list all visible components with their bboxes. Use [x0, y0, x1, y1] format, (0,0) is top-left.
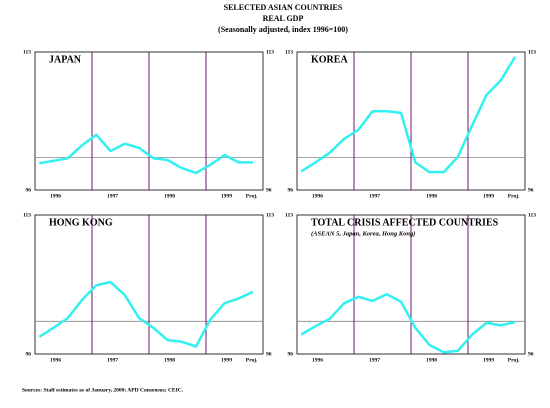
- panel-title: HONG KONG: [49, 217, 113, 228]
- projection-label: Proj.: [246, 193, 258, 199]
- x-tick-label: 1996: [50, 193, 61, 199]
- x-tick-label: 1999: [483, 357, 494, 363]
- y-tick-label: 96: [528, 187, 534, 193]
- source-note: Sources: Staff estimates as of January, …: [22, 387, 184, 393]
- y-tick-label: 96: [288, 351, 294, 357]
- y-tick-label: 96: [26, 187, 32, 193]
- panel-title: KOREA: [311, 54, 348, 65]
- y-tick-label: 96: [266, 351, 272, 357]
- series-line: [300, 293, 516, 354]
- panel-subtitle: (ASEAN 5, Japan, Korea, Hong Kong): [311, 230, 415, 237]
- y-tick-label: 96: [528, 351, 534, 357]
- x-tick-label: 1999: [221, 357, 232, 363]
- x-tick-label: 1998: [426, 357, 437, 363]
- x-tick-label: 1998: [164, 193, 175, 199]
- x-tick-label: 1996: [312, 193, 323, 199]
- x-tick-label: 1998: [426, 193, 437, 199]
- y-tick-label: 113: [23, 49, 31, 55]
- x-tick-label: 1999: [221, 193, 232, 199]
- y-tick-label: 113: [23, 212, 31, 218]
- x-tick-label: 1996: [50, 357, 61, 363]
- y-tick-label: 113: [266, 49, 274, 55]
- series-line: [38, 280, 254, 348]
- x-tick-label: 1996: [312, 357, 323, 363]
- y-tick-label: 113: [528, 212, 536, 218]
- x-tick-label: 1997: [107, 357, 118, 363]
- y-tick-label: 96: [288, 187, 294, 193]
- y-tick-label: 96: [266, 187, 272, 193]
- x-tick-label: 1997: [107, 193, 118, 199]
- page-title: SELECTED ASIAN COUNTRIES: [224, 3, 343, 12]
- series-line: [300, 56, 517, 174]
- x-tick-label: 1999: [483, 193, 494, 199]
- y-tick-label: 113: [528, 49, 536, 55]
- projection-label: Proj.: [508, 193, 520, 199]
- page-subtitle: (Seasonally adjusted, index 1996=100): [218, 25, 348, 34]
- y-tick-label: 113: [285, 212, 293, 218]
- y-tick-label: 113: [285, 49, 293, 55]
- projection-label: Proj.: [246, 357, 258, 363]
- panel-title: JAPAN: [49, 54, 82, 65]
- y-tick-label: 96: [26, 351, 32, 357]
- x-tick-label: 1997: [369, 357, 380, 363]
- page-title: REAL GDP: [263, 14, 304, 23]
- projection-label: Proj.: [508, 357, 520, 363]
- x-tick-label: 1998: [164, 357, 175, 363]
- series-line: [39, 133, 253, 175]
- panel-title: TOTAL CRISIS AFFECTED COUNTRIES: [311, 217, 499, 228]
- x-tick-label: 1997: [369, 193, 380, 199]
- y-tick-label: 113: [266, 212, 274, 218]
